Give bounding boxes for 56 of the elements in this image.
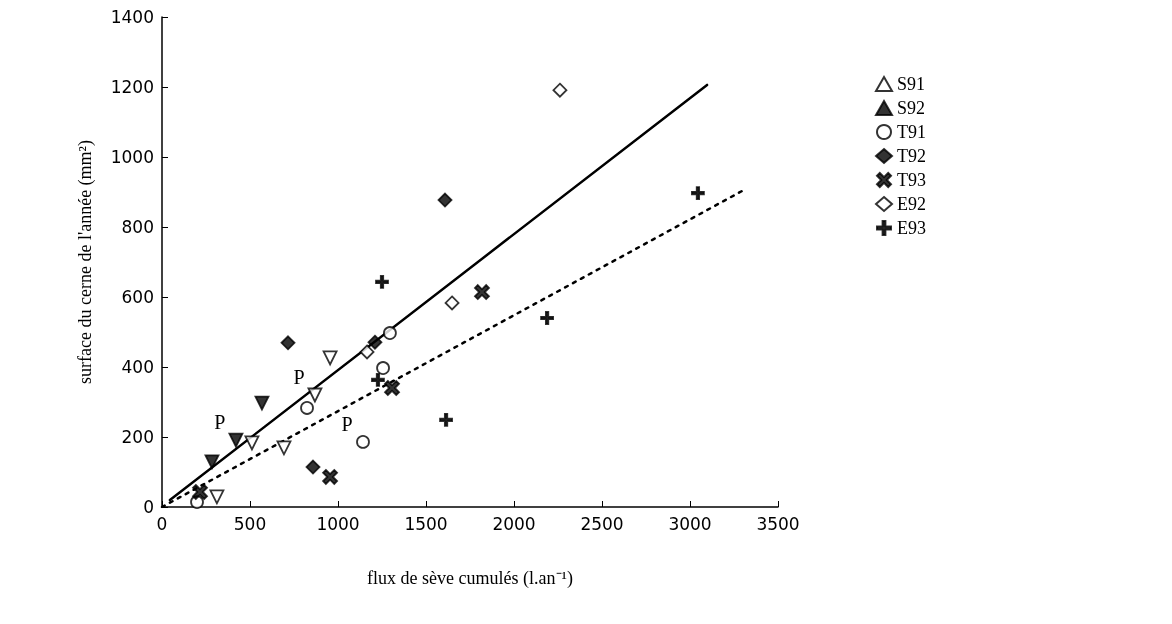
point: [437, 192, 453, 208]
point: [322, 469, 338, 485]
point: [376, 361, 390, 375]
annotation: P: [214, 411, 226, 434]
x-tick-label: 1500: [404, 513, 448, 534]
x-tick-label: 3500: [756, 513, 800, 534]
point: [356, 435, 370, 449]
point: [540, 311, 554, 325]
legend-label: S91: [897, 74, 926, 94]
point: [204, 454, 220, 470]
x-tick-label: 3000: [668, 513, 712, 534]
point: [280, 335, 296, 351]
legend-label: T92: [897, 146, 926, 166]
y-tick-label: 200: [121, 427, 154, 447]
point: [192, 484, 208, 500]
y-tick-label: 400: [121, 357, 154, 377]
y-axis-title: surface du cerne de l'année (mm²): [75, 139, 96, 385]
point: [691, 186, 705, 200]
annotation: P: [293, 366, 305, 388]
x-axis-title: flux de sève cumulés (l.an⁻¹): [367, 568, 573, 589]
x-tick-label: 500: [233, 513, 267, 534]
point: [307, 387, 323, 403]
point: [371, 373, 385, 387]
point: [228, 432, 244, 448]
legend-label: T93: [897, 170, 926, 190]
legend-label: T91: [897, 122, 926, 142]
x-tick-label: 0: [156, 513, 168, 534]
annotation: P: [341, 412, 353, 435]
point: [322, 350, 338, 366]
point: [552, 82, 568, 98]
y-tick-label: 1000: [110, 147, 154, 167]
point: [359, 344, 375, 360]
point: [367, 334, 383, 350]
y-tick-label: 800: [121, 217, 154, 237]
point: [375, 275, 389, 289]
point: [305, 459, 321, 475]
x-tick-label: 2500: [580, 513, 624, 534]
point: [254, 395, 270, 411]
point: [384, 380, 400, 396]
point: [444, 295, 460, 311]
point: [276, 440, 292, 456]
point: [439, 412, 453, 427]
legend-label: S92: [897, 98, 926, 118]
y-tick-label: 1200: [110, 77, 154, 97]
point: [209, 489, 225, 505]
point: [383, 326, 397, 340]
point: [244, 435, 260, 451]
y-tick-label: 1400: [110, 7, 154, 27]
legend-label: E92: [897, 194, 926, 214]
x-tick-label: 2000: [492, 513, 536, 534]
y-tick-label: 600: [121, 287, 154, 307]
point: [300, 401, 314, 415]
y-tick-label: 0: [143, 497, 154, 517]
point: [474, 284, 490, 300]
legend-label: E93: [897, 218, 926, 238]
x-tick-label: 1000: [316, 513, 360, 534]
